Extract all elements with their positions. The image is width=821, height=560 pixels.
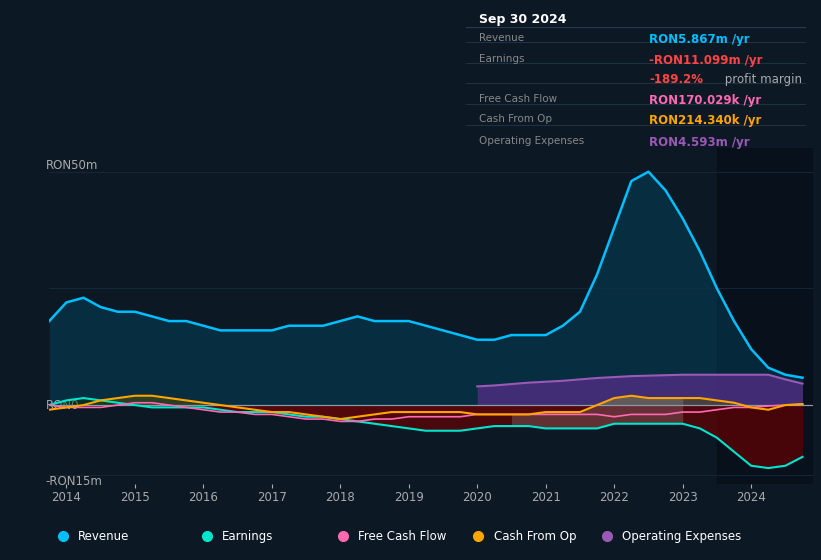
Text: RON4.593m /yr: RON4.593m /yr (649, 136, 750, 148)
Text: Sep 30 2024: Sep 30 2024 (479, 13, 566, 26)
Text: Free Cash Flow: Free Cash Flow (358, 530, 446, 543)
Text: RON0: RON0 (45, 399, 79, 412)
Text: Revenue: Revenue (479, 33, 525, 43)
Text: Revenue: Revenue (78, 530, 130, 543)
Text: Cash From Op: Cash From Op (493, 530, 576, 543)
Text: RON5.867m /yr: RON5.867m /yr (649, 33, 750, 46)
Text: -RON11.099m /yr: -RON11.099m /yr (649, 54, 763, 67)
Text: RON170.029k /yr: RON170.029k /yr (649, 94, 762, 107)
Text: -RON15m: -RON15m (45, 475, 103, 488)
Text: Earnings: Earnings (222, 530, 273, 543)
Text: Operating Expenses: Operating Expenses (622, 530, 741, 543)
Text: -189.2%: -189.2% (649, 73, 704, 86)
Text: RON214.340k /yr: RON214.340k /yr (649, 114, 762, 128)
Text: Operating Expenses: Operating Expenses (479, 136, 585, 146)
Text: Cash From Op: Cash From Op (479, 114, 553, 124)
Bar (717, 148, 813, 484)
Text: Free Cash Flow: Free Cash Flow (479, 94, 557, 104)
Text: Earnings: Earnings (479, 54, 525, 64)
Text: profit margin: profit margin (721, 73, 802, 86)
Text: RON50m: RON50m (45, 158, 98, 172)
